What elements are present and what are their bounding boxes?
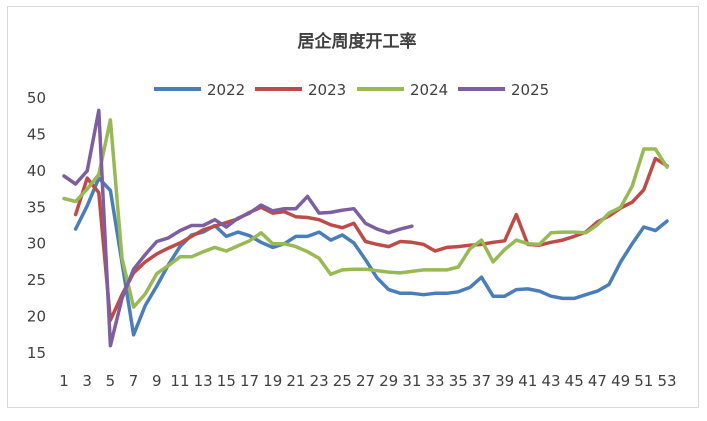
y-tick-label: 20 <box>27 308 46 326</box>
x-tick-label: 5 <box>106 372 116 390</box>
x-tick-label: 21 <box>286 372 305 390</box>
y-axis: 15 20 25 30 35 40 45 50 <box>27 89 46 362</box>
y-tick-label: 30 <box>27 235 46 253</box>
series-line-2023 <box>73 156 669 322</box>
y-tick-label: 50 <box>27 89 46 107</box>
x-tick-label: 23 <box>310 372 329 390</box>
series-line-2024 <box>62 118 669 309</box>
x-tick-label: 37 <box>472 372 491 390</box>
legend-label-2025: 2025 <box>511 81 549 99</box>
x-tick-label: 51 <box>634 372 653 390</box>
legend-label-2023: 2023 <box>308 81 346 99</box>
x-tick-label: 49 <box>611 372 630 390</box>
legend-label-2022: 2022 <box>207 81 245 99</box>
legend-label-2024: 2024 <box>410 81 448 99</box>
y-tick-label: 40 <box>27 162 46 180</box>
x-tick-label: 27 <box>356 372 375 390</box>
y-tick-label: 15 <box>27 344 46 362</box>
x-tick-label: 41 <box>518 372 537 390</box>
series-group <box>62 108 669 348</box>
x-tick-label: 31 <box>402 372 421 390</box>
x-tick-label: 33 <box>426 372 445 390</box>
x-tick-label: 25 <box>333 372 352 390</box>
x-tick-label: 15 <box>217 372 236 390</box>
x-tick-label: 3 <box>82 372 92 390</box>
x-tick-label: 39 <box>495 372 514 390</box>
y-tick-label: 35 <box>27 198 46 216</box>
x-tick-label: 17 <box>240 372 259 390</box>
x-tick-label: 1 <box>59 372 69 390</box>
x-tick-label: 35 <box>449 372 468 390</box>
x-tick-label: 47 <box>588 372 607 390</box>
y-tick-label: 25 <box>27 271 46 289</box>
x-tick-label: 9 <box>152 372 162 390</box>
x-tick-label: 53 <box>657 372 676 390</box>
x-tick-label: 19 <box>263 372 282 390</box>
x-tick-label: 7 <box>129 372 139 390</box>
series-line-2025 <box>62 108 414 348</box>
x-axis: 1 3 5 7 9 11 13 15 17 19 21 23 25 27 29 31 33 35 37 39 41 43 4… <box>59 372 676 390</box>
x-tick-label: 29 <box>379 372 398 390</box>
x-tick-label: 43 <box>541 372 560 390</box>
y-tick-label: 45 <box>27 125 46 143</box>
x-tick-label: 13 <box>194 372 213 390</box>
x-tick-label: 11 <box>170 372 189 390</box>
chart-title: 居企周度开工率 <box>298 31 417 52</box>
series-line-2022 <box>73 176 669 337</box>
chart-frame <box>7 6 699 408</box>
chart-legend: 2022 2023 2024 2025 <box>154 81 549 99</box>
x-tick-label: 45 <box>565 372 584 390</box>
